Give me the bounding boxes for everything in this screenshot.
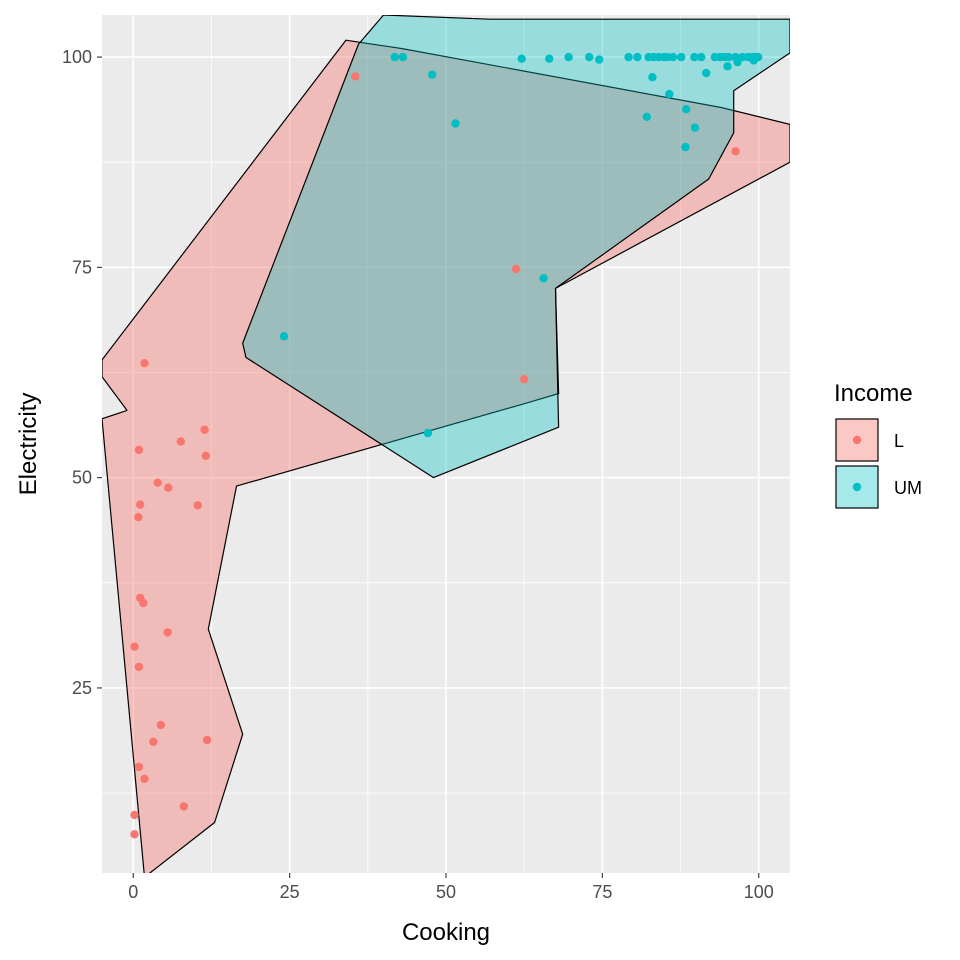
- legend-key-point: [852, 435, 862, 445]
- point-um: [690, 123, 700, 132]
- point-l: [202, 735, 212, 745]
- point-um: [595, 55, 604, 64]
- point-l: [134, 513, 143, 522]
- x-tick-label: 50: [436, 882, 456, 902]
- point-l: [134, 762, 144, 772]
- hull-um: [242, 15, 790, 479]
- point-l: [511, 264, 521, 274]
- point-l: [163, 628, 172, 637]
- point-l: [351, 72, 360, 81]
- point-um: [749, 56, 758, 65]
- point-um: [279, 332, 289, 341]
- point-um: [428, 70, 437, 79]
- point-um: [677, 52, 686, 62]
- hull-polygons: [102, 15, 790, 873]
- y-axis-title: Electricity: [15, 393, 42, 496]
- point-um: [648, 73, 657, 82]
- point-l: [520, 375, 529, 384]
- y-tick-label: 100: [62, 47, 92, 67]
- point-l: [193, 501, 202, 510]
- legend-title: Income: [834, 380, 913, 407]
- point-l: [139, 598, 148, 608]
- point-l: [153, 478, 162, 487]
- point-um: [423, 428, 433, 438]
- point-um: [545, 54, 554, 63]
- hull-l: [102, 39, 790, 873]
- point-l: [130, 830, 139, 839]
- y-tick-label: 25: [72, 678, 92, 698]
- major-gridlines: [102, 15, 790, 873]
- point-um: [697, 52, 706, 62]
- point-um: [642, 112, 651, 122]
- point-l: [179, 802, 189, 811]
- point-um: [585, 52, 594, 62]
- point-l: [156, 720, 165, 730]
- point-um: [723, 62, 732, 71]
- point-um: [668, 52, 678, 62]
- point-um: [624, 52, 633, 62]
- point-l: [140, 359, 149, 368]
- x-axis-title: Cooking: [402, 919, 490, 946]
- legend-key-point: [852, 482, 862, 492]
- point-um: [451, 119, 460, 128]
- point-um: [633, 52, 642, 62]
- point-um: [681, 142, 690, 152]
- point-l: [134, 445, 144, 455]
- legend-key-um: [835, 465, 879, 509]
- y-tick-label: 50: [72, 468, 92, 488]
- point-um: [539, 274, 548, 283]
- x-tick-label: 75: [592, 882, 612, 902]
- legend: Income L UM: [834, 380, 922, 509]
- legend-label-l: L: [894, 431, 904, 451]
- point-um: [682, 105, 691, 114]
- x-tick-label: 25: [280, 882, 300, 902]
- point-l: [149, 737, 158, 746]
- point-l: [140, 774, 149, 783]
- point-um: [690, 52, 699, 62]
- point-um: [390, 52, 399, 62]
- point-l: [176, 437, 185, 446]
- point-l: [731, 147, 740, 156]
- point-um: [733, 57, 742, 67]
- point-um: [724, 52, 733, 62]
- point-l: [136, 500, 145, 509]
- point-l: [164, 483, 173, 492]
- point-um: [398, 52, 407, 62]
- point-l: [134, 662, 144, 672]
- point-l: [130, 642, 139, 651]
- point-um: [665, 89, 674, 99]
- y-tick-label: 75: [72, 257, 92, 277]
- x-tick-label: 0: [128, 882, 138, 902]
- x-tick-label: 100: [744, 882, 774, 902]
- point-l: [201, 451, 210, 460]
- x-axis-ticks: 0 25 50 75 100: [128, 873, 774, 902]
- point-um: [564, 52, 573, 62]
- y-axis-ticks: 25 50 75 100: [62, 47, 102, 698]
- point-l: [130, 810, 139, 820]
- point-um: [517, 54, 526, 63]
- point-l: [200, 425, 209, 434]
- legend-label-um: UM: [894, 478, 922, 498]
- point-um: [702, 68, 711, 78]
- data-points: [130, 52, 763, 839]
